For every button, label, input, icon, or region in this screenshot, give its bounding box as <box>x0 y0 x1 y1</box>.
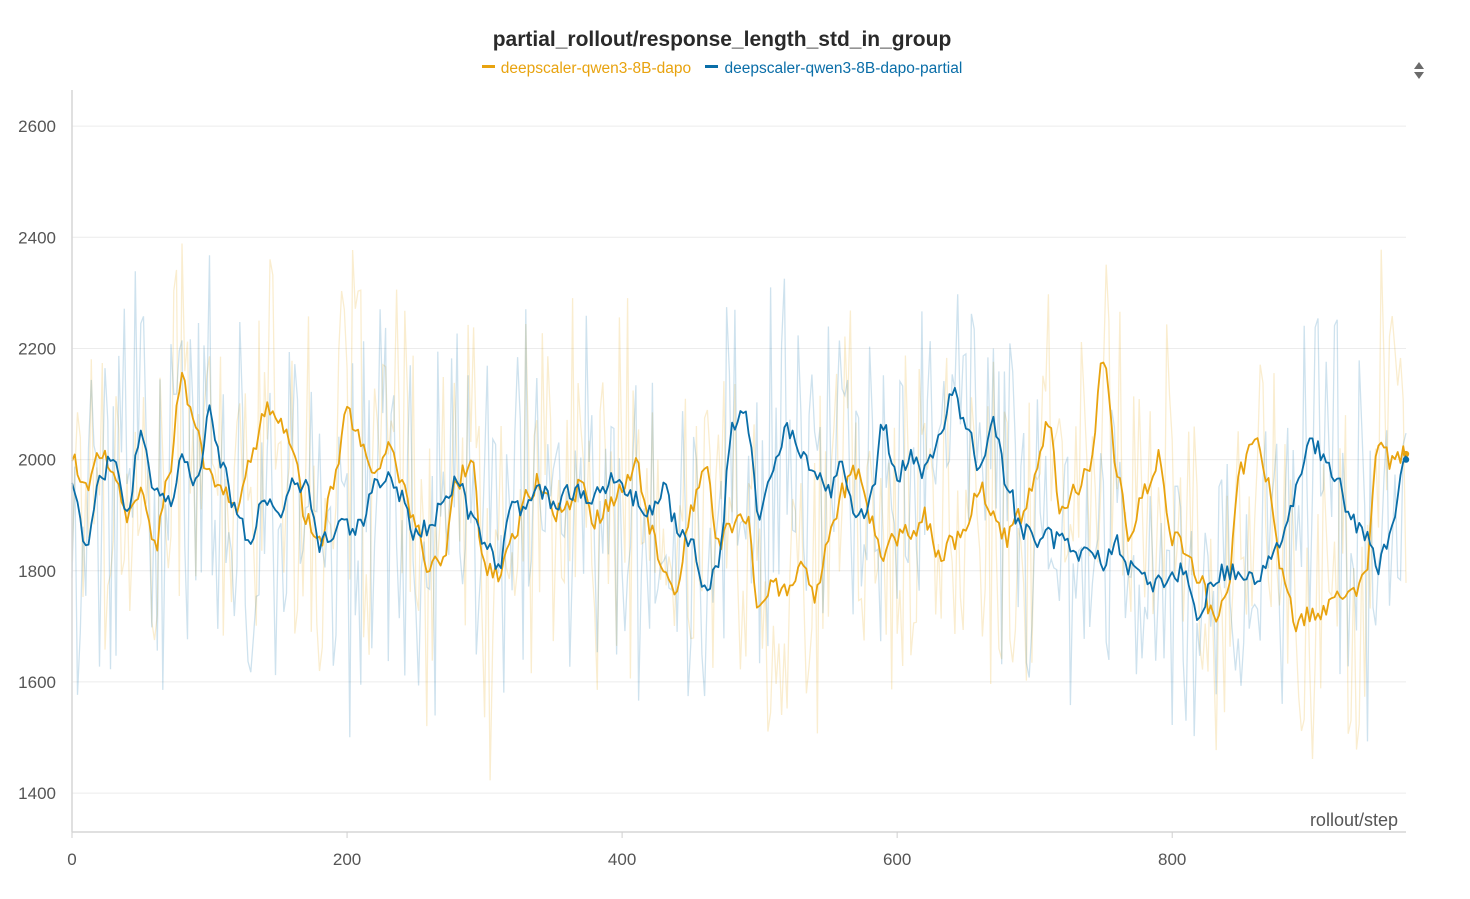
legend-swatch-dapo-partial <box>705 65 719 69</box>
x-tick-label-600: 600 <box>883 850 911 869</box>
y-tick-label-2000: 2000 <box>18 451 56 470</box>
y-tick-label-1800: 1800 <box>18 562 56 581</box>
legend-item-dapo[interactable]: deepscaler-qwen3-8B-dapo <box>481 60 692 78</box>
raw-series-1 <box>71 255 1407 742</box>
x-tick-label-0: 0 <box>67 850 76 869</box>
legend-label-dapo: deepscaler-qwen3-8B-dapo <box>500 60 692 77</box>
legend-swatch-dapo <box>481 65 495 69</box>
x-tick-label-800: 800 <box>1158 850 1186 869</box>
chart-title: partial_rollout/response_length_std_in_g… <box>492 28 952 51</box>
sort-arrows-icon[interactable] <box>1410 60 1428 82</box>
legend-item-dapo-partial[interactable]: deepscaler-qwen3-8B-dapo-partial <box>705 60 962 78</box>
series-end-point-0 <box>1402 450 1410 458</box>
x-axis-label: rollout/step <box>1310 810 1398 830</box>
legend-label-dapo-partial: deepscaler-qwen3-8B-dapo-partial <box>724 60 963 77</box>
series-end-point-1 <box>1402 456 1410 463</box>
x-tick-label-200: 200 <box>333 850 361 869</box>
x-tick-label-400: 400 <box>608 850 636 869</box>
series-line-0 <box>71 361 1407 633</box>
y-tick-label-2200: 2200 <box>18 339 56 358</box>
legend: deepscaler-qwen3-8B-dapo deepscaler-qwen… <box>0 60 1444 78</box>
series-line-1 <box>71 386 1407 621</box>
y-tick-label-1400: 1400 <box>18 784 56 803</box>
y-tick-label-2600: 2600 <box>18 117 56 136</box>
raw-series-0 <box>71 243 1407 781</box>
y-tick-label-1600: 1600 <box>18 673 56 692</box>
y-tick-label-2400: 2400 <box>18 228 56 247</box>
